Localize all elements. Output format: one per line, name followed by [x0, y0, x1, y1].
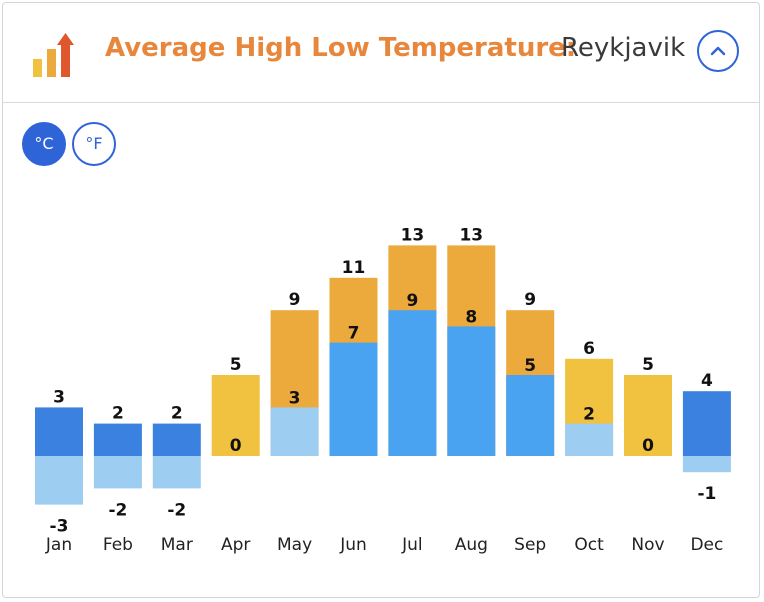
x-tick-label-dec: Dec	[690, 535, 723, 555]
low-value-label-feb: -2	[108, 500, 127, 520]
x-tick-label-nov: Nov	[631, 535, 664, 555]
low-value-label-nov: 0	[642, 436, 654, 456]
chevron-up-icon	[710, 46, 726, 56]
x-tick-label-mar: Mar	[161, 535, 193, 555]
collapse-button[interactable]	[697, 30, 739, 72]
low-value-label-jan: -3	[50, 517, 69, 537]
high-bar-nov	[624, 375, 672, 456]
low-value-label-jun: 7	[348, 324, 360, 344]
high-value-label-aug: 13	[459, 225, 483, 245]
low-bar-sep	[506, 375, 555, 456]
high-value-label-dec: 4	[701, 371, 713, 391]
low-value-label-jul: 9	[406, 291, 418, 311]
high-value-label-sep: 9	[524, 290, 536, 310]
low-value-label-dec: -1	[697, 484, 716, 504]
bar-chart-logo-icon	[33, 33, 74, 77]
high-value-label-jun: 11	[342, 258, 366, 278]
high-value-label-feb: 2	[112, 404, 124, 424]
high-value-label-oct: 6	[583, 339, 595, 359]
low-bar-feb	[93, 456, 142, 489]
x-tick-label-jul: Jul	[401, 535, 423, 555]
low-value-label-apr: 0	[230, 436, 242, 456]
high-value-label-apr: 5	[230, 355, 242, 375]
card-header: Average High Low Temperature: Reykjavik	[3, 3, 759, 103]
x-tick-label-may: May	[277, 535, 312, 555]
low-value-label-oct: 2	[583, 405, 595, 425]
low-bar-jun	[329, 342, 378, 456]
high-bar-apr	[211, 375, 260, 456]
high-value-label-nov: 5	[642, 355, 654, 375]
x-tick-label-jun: Jun	[339, 535, 367, 555]
high-value-label-may: 9	[289, 290, 301, 310]
high-bar-jan	[35, 407, 83, 456]
x-tick-label-sep: Sep	[514, 535, 546, 555]
x-tick-label-aug: Aug	[455, 535, 488, 555]
low-bar-mar	[152, 456, 201, 489]
high-value-label-mar: 2	[171, 404, 183, 424]
chart-title: Average High Low Temperature:	[105, 33, 577, 63]
low-bar-dec	[682, 456, 731, 473]
low-value-label-aug: 8	[465, 307, 477, 327]
low-bar-oct	[565, 423, 614, 456]
x-tick-label-feb: Feb	[103, 535, 133, 555]
low-bar-may	[270, 407, 319, 456]
low-value-label-sep: 5	[524, 356, 536, 376]
city-name: Reykjavik	[561, 33, 686, 63]
low-value-label-mar: -2	[167, 500, 186, 520]
high-bar-mar	[152, 423, 201, 456]
fahrenheit-toggle[interactable]: °F	[72, 122, 116, 166]
celsius-toggle[interactable]: °C	[22, 122, 66, 166]
x-tick-label-jan: Jan	[45, 535, 72, 555]
high-value-label-jan: 3	[53, 387, 65, 407]
low-bar-aug	[447, 326, 496, 456]
x-tick-label-apr: Apr	[221, 535, 250, 555]
low-bar-jan	[35, 456, 83, 505]
x-tick-label-oct: Oct	[574, 535, 604, 555]
high-bar-feb	[93, 423, 142, 456]
low-value-label-may: 3	[289, 388, 301, 408]
high-value-label-jul: 13	[401, 225, 425, 245]
high-bar-dec	[682, 391, 731, 456]
low-bar-jul	[388, 310, 437, 456]
